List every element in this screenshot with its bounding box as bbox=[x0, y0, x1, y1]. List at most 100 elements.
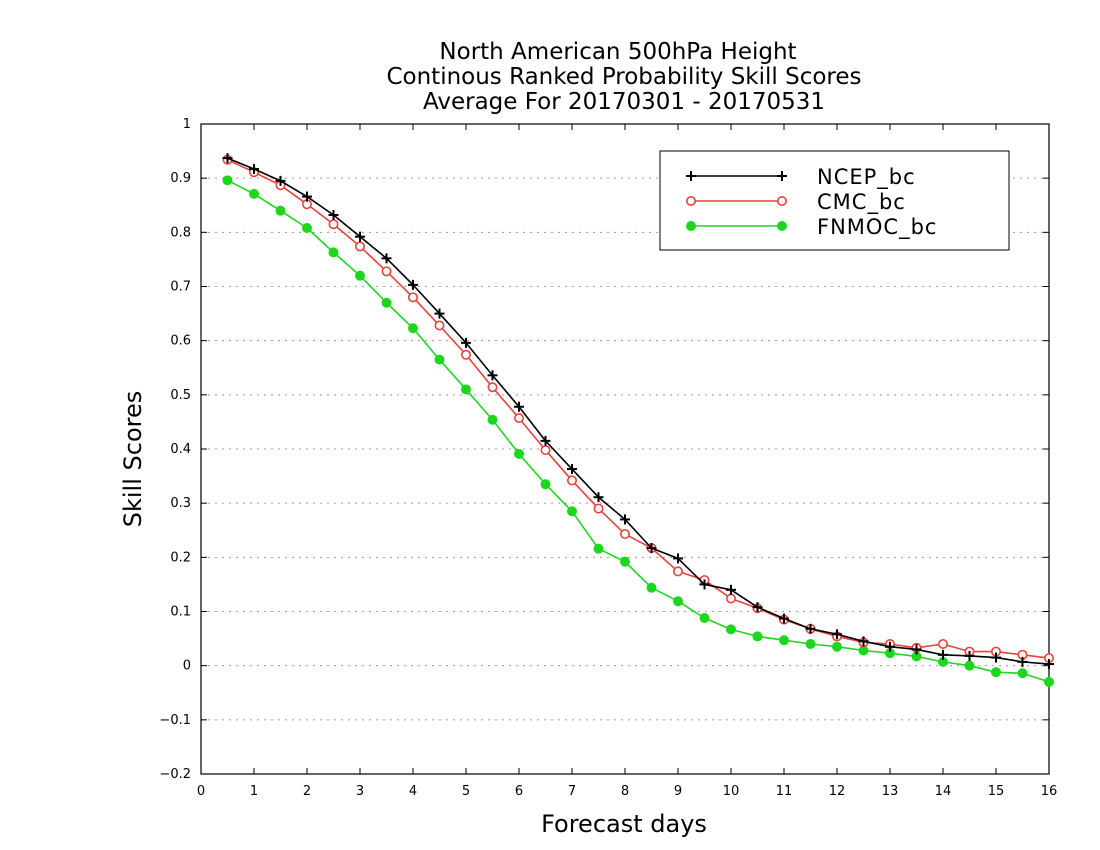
legend-label-cmc-bc: CMC_bc bbox=[817, 190, 906, 215]
x-tick-label: 1 bbox=[250, 784, 258, 799]
x-tick-label: 15 bbox=[988, 784, 1005, 799]
data-series bbox=[222, 153, 1055, 687]
chart-title: North American 500hPa Height Continous R… bbox=[386, 39, 861, 115]
data-point-fnmoc-bc bbox=[593, 543, 604, 554]
data-point-fnmoc-bc bbox=[328, 247, 339, 258]
data-point-ncep-bc bbox=[620, 514, 630, 525]
data-point-ncep-bc bbox=[275, 175, 286, 186]
data-point-ncep-bc bbox=[381, 253, 392, 264]
x-tick-label: 4 bbox=[409, 784, 417, 799]
x-tick-label: 7 bbox=[568, 784, 576, 799]
data-point-fnmoc-bc bbox=[646, 582, 657, 593]
data-point-ncep-bc bbox=[726, 584, 736, 595]
chart-title-line-3: Average For 20170301 - 20170531 bbox=[423, 89, 825, 115]
data-point-ncep-bc bbox=[434, 308, 445, 319]
data-point-cmc-bc bbox=[381, 266, 392, 277]
legend-marker-ncep-bc bbox=[686, 171, 696, 181]
legend-entry-ncep-bc: NCEP_bc bbox=[686, 165, 916, 190]
x-tick-label: 8 bbox=[621, 784, 629, 799]
x-tick-label: 14 bbox=[935, 784, 952, 799]
x-axis: 0 1 2 3 4 5 6 7 8 9 10 11 12 13 14 15 16 bbox=[197, 124, 1057, 799]
data-point-fnmoc-bc bbox=[567, 506, 577, 517]
data-point-fnmoc-bc bbox=[752, 631, 763, 642]
data-point-ncep-bc bbox=[328, 210, 339, 220]
data-point-ncep-bc bbox=[858, 636, 869, 647]
series-line-fnmoc-bc bbox=[227, 179, 1050, 683]
x-tick-label: 12 bbox=[829, 784, 846, 799]
y-axis: −0.2 −0.1 0 0.1 0.2 0.3 0.4 0.5 0.6 0.7 0.8 0.9 1 bbox=[159, 117, 1049, 782]
y-tick-label: 0.7 bbox=[170, 280, 191, 295]
x-tick-label: 13 bbox=[882, 784, 899, 799]
data-point-fnmoc-bc bbox=[408, 323, 418, 334]
data-point-ncep-bc bbox=[938, 649, 948, 660]
y-tick-label: 0.6 bbox=[170, 334, 191, 349]
legend-label-fnmoc-bc: FNMOC_bc bbox=[817, 215, 937, 240]
data-point-fnmoc-bc bbox=[1017, 668, 1028, 679]
data-point-ncep-bc bbox=[911, 644, 922, 655]
y-tick-label: 0.1 bbox=[170, 605, 191, 620]
legend-label-ncep-bc: NCEP_bc bbox=[817, 165, 916, 190]
data-point-cmc-bc bbox=[619, 529, 630, 540]
x-tick-label: 6 bbox=[515, 784, 523, 799]
data-point-ncep-bc bbox=[593, 492, 604, 503]
series-fnmoc-bc bbox=[222, 175, 1054, 687]
data-point-ncep-bc bbox=[779, 613, 789, 624]
data-point-cmc-bc bbox=[566, 475, 577, 486]
legend-entry-cmc-bc: CMC_bc bbox=[685, 190, 906, 215]
legend-marker-cmc-bc bbox=[776, 196, 787, 207]
data-point-fnmoc-bc bbox=[832, 641, 842, 652]
data-point-fnmoc-bc bbox=[964, 660, 975, 671]
data-point-ncep-bc bbox=[673, 553, 683, 564]
y-axis-title: Skill Scores bbox=[119, 391, 147, 528]
y-tick-label: −0.2 bbox=[159, 767, 191, 782]
data-point-ncep-bc bbox=[646, 543, 657, 554]
data-point-fnmoc-bc bbox=[302, 223, 312, 233]
data-point-fnmoc-bc bbox=[726, 624, 736, 635]
data-point-ncep-bc bbox=[1044, 659, 1054, 670]
data-point-fnmoc-bc bbox=[222, 175, 233, 186]
data-point-ncep-bc bbox=[540, 435, 551, 446]
data-point-ncep-bc bbox=[302, 191, 312, 202]
data-point-fnmoc-bc bbox=[249, 188, 259, 199]
data-point-fnmoc-bc bbox=[699, 613, 710, 623]
data-point-fnmoc-bc bbox=[275, 205, 286, 216]
data-point-cmc-bc bbox=[937, 638, 948, 649]
data-point-fnmoc-bc bbox=[673, 596, 683, 607]
data-point-fnmoc-bc bbox=[805, 639, 816, 649]
y-tick-label: 0.9 bbox=[170, 171, 191, 186]
data-point-ncep-bc bbox=[514, 401, 524, 412]
data-point-ncep-bc bbox=[461, 337, 471, 348]
data-point-cmc-bc bbox=[487, 382, 498, 393]
chart-title-line-1: North American 500hPa Height bbox=[439, 39, 796, 65]
data-point-cmc-bc bbox=[513, 413, 524, 424]
data-point-ncep-bc bbox=[408, 279, 418, 290]
data-point-ncep-bc bbox=[487, 370, 498, 381]
data-point-cmc-bc bbox=[328, 219, 339, 230]
x-axis-title: Forecast days bbox=[541, 810, 707, 838]
chart-title-line-2: Continous Ranked Probability Skill Score… bbox=[386, 64, 861, 90]
x-tick-label: 9 bbox=[674, 784, 682, 799]
data-point-fnmoc-bc bbox=[381, 297, 392, 308]
y-tick-label: 0 bbox=[183, 659, 191, 674]
x-tick-label: 11 bbox=[776, 784, 793, 799]
data-point-fnmoc-bc bbox=[1044, 676, 1054, 687]
legend-marker-cmc-bc bbox=[685, 196, 696, 207]
x-tick-label: 10 bbox=[723, 784, 740, 799]
data-point-ncep-bc bbox=[805, 623, 816, 634]
data-point-cmc-bc bbox=[725, 593, 736, 604]
data-point-ncep-bc bbox=[991, 652, 1001, 663]
data-point-ncep-bc bbox=[249, 163, 259, 174]
legend-marker-ncep-bc bbox=[777, 171, 787, 181]
data-point-fnmoc-bc bbox=[487, 414, 498, 425]
data-point-ncep-bc bbox=[567, 464, 577, 475]
data-point-fnmoc-bc bbox=[540, 479, 551, 490]
y-tick-label: 0.8 bbox=[170, 225, 191, 240]
data-point-fnmoc-bc bbox=[514, 448, 524, 459]
data-point-cmc-bc bbox=[593, 503, 604, 514]
data-point-fnmoc-bc bbox=[991, 667, 1001, 678]
y-tick-label: 0.4 bbox=[170, 442, 191, 457]
legend-marker-fnmoc-bc bbox=[777, 221, 787, 231]
series-ncep-bc bbox=[222, 153, 1054, 670]
